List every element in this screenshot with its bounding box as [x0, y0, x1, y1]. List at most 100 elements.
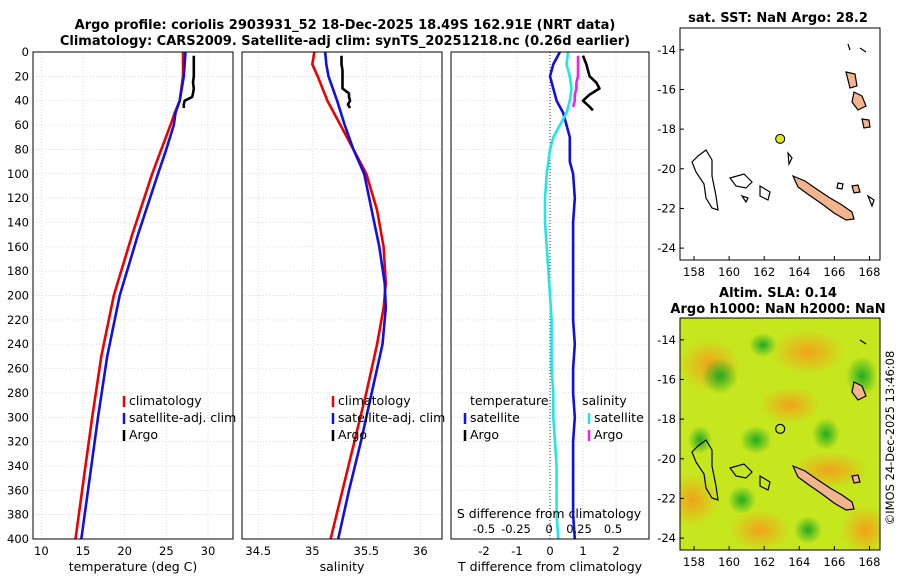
sla-low-anomaly — [794, 516, 822, 544]
x-tick-label: -2 — [478, 544, 489, 558]
sst-map-ticks: -14 -16 -18 -20 -22 -24 158 160 162 164 166 168 — [657, 43, 880, 279]
new-caledonia-land — [791, 464, 855, 511]
legend-satellite-label: satellite-adj. clim — [129, 410, 236, 425]
depth-tick-label: 320 — [7, 435, 29, 449]
legend-temp-satellite-label: satellite — [470, 410, 520, 425]
lat-tick-label: -22 — [657, 491, 676, 505]
sla-low-anomaly — [702, 358, 738, 394]
lon-tick-label: 162 — [753, 265, 775, 279]
x-tick-label: 0 — [546, 544, 553, 558]
s-tick-label: 0.5 — [604, 522, 622, 536]
depth-tick-label: 260 — [7, 362, 29, 376]
series-line-argo — [182, 55, 196, 108]
sla-low-anomaly — [812, 418, 840, 450]
series-line-salinity-satellite — [543, 51, 573, 540]
sla-high-anomaly — [841, 506, 880, 550]
sla-low-anomaly — [740, 426, 772, 454]
chesterfield-reef — [691, 149, 719, 211]
sla-high-anomaly — [772, 330, 844, 374]
legend-salinity-heading: salinity — [582, 393, 627, 408]
series-line-satellite-adj-clim — [323, 51, 388, 540]
lat-tick-label: -22 — [657, 201, 676, 215]
s-difference-label: S difference from climatology — [457, 506, 642, 521]
legend-temp-argo-label: Argo — [470, 427, 499, 442]
figure-title-line1: Argo profile: coriolis 2903931_52 18-Dec… — [75, 18, 616, 33]
x-tick-label: 2 — [612, 544, 619, 558]
depth-tick-label: 100 — [7, 167, 29, 181]
reef-outline — [847, 43, 851, 51]
s-tick-label: 0.25 — [566, 522, 592, 536]
argo-float-marker — [775, 133, 786, 144]
sla-map — [679, 317, 881, 551]
lon-tick-label: 162 — [753, 555, 775, 569]
depth-tick-label: 340 — [7, 459, 29, 473]
series-line-climatology — [310, 51, 388, 540]
vanuatu-island — [861, 118, 871, 129]
depth-tick-label: 380 — [7, 508, 29, 522]
sla-map-frame — [679, 317, 881, 551]
x-axis-label: salinity — [320, 559, 365, 574]
legend-climatology-label: climatology — [338, 393, 411, 408]
series-line-satellite-adj-clim — [80, 51, 187, 540]
sla-low-anomaly — [728, 486, 756, 514]
x-tick-label: 1 — [579, 544, 586, 558]
depth-tick-label: 0 — [22, 45, 29, 59]
depth-tick-label: 180 — [7, 264, 29, 278]
legend-satellite-label: satellite-adj. clim — [338, 410, 445, 425]
argo-float-marker — [775, 423, 786, 434]
depth-tick-label: 40 — [14, 94, 29, 108]
depth-tick-label: 80 — [14, 142, 29, 156]
reef-outline — [759, 474, 771, 491]
sla-map-ticks: -14 -16 -18 -20 -22 -24 158 160 162 164 166 168 — [657, 333, 880, 569]
legend-sal-argo-label: Argo — [594, 427, 623, 442]
sla-map-title-line2: Argo h1000: NaN h2000: NaN — [670, 302, 885, 317]
s-difference-ticks: -0.5 -0.25 0 0.25 0.5 — [473, 522, 622, 536]
lon-tick-label: 158 — [683, 265, 705, 279]
lat-tick-label: -24 — [657, 241, 676, 255]
vanuatu-island — [851, 381, 867, 401]
sst-map-title: sat. SST: NaN Argo: 28.2 — [688, 11, 868, 26]
depth-tick-label: 240 — [7, 337, 29, 351]
reef-outline — [728, 173, 753, 189]
sla-low-anomaly — [688, 426, 712, 454]
lat-tick-label: -20 — [657, 162, 676, 176]
salinity-panel: 34.5 35 35.5 36 salinity — [241, 51, 443, 574]
series-line-temperature-satellite — [548, 51, 577, 540]
depth-tick-label: 140 — [7, 215, 29, 229]
panel-frame — [32, 51, 234, 540]
lon-tick-label: 166 — [823, 265, 845, 279]
lat-tick-label: -14 — [657, 43, 676, 57]
lon-tick-label: 164 — [788, 555, 810, 569]
series-line-temperature-argo — [581, 55, 601, 112]
x-tick-label: 35.5 — [354, 544, 380, 558]
difference-legend: temperature satellite Argo salinity sate… — [463, 393, 644, 442]
x-tick-label: 20 — [117, 544, 132, 558]
lon-tick-label: 160 — [718, 265, 740, 279]
loyalty-island — [851, 474, 861, 484]
legend-climatology-label: climatology — [129, 393, 202, 408]
reef-outline — [859, 339, 867, 345]
series-line-argo — [340, 55, 352, 109]
reef-outline — [859, 47, 867, 53]
chesterfield-reef — [691, 439, 719, 501]
lat-tick-label: -16 — [657, 82, 676, 96]
lon-tick-label: 168 — [858, 555, 880, 569]
panel-frame — [241, 51, 443, 540]
reef-outline — [787, 151, 793, 167]
new-caledonia-land — [791, 174, 855, 221]
sla-high-anomaly — [730, 510, 790, 550]
depth-tick-label: 300 — [7, 410, 29, 424]
reef-outline — [866, 194, 875, 208]
depth-tick-label: 220 — [7, 313, 29, 327]
sla-low-anomaly — [749, 333, 777, 357]
salinity-legend: climatology satellite-adj. clim Argo — [331, 393, 445, 442]
lat-tick-label: -24 — [657, 531, 676, 545]
difference-panel: -2 -1 0 1 2T difference from climatology — [450, 51, 650, 574]
legend-argo-label: Argo — [338, 427, 367, 442]
x-tick-label: 15 — [76, 544, 91, 558]
sst-map-frame — [679, 27, 881, 261]
s-tick-label: 0 — [545, 522, 552, 536]
reef-outline — [759, 184, 771, 201]
lon-tick-label: 160 — [718, 555, 740, 569]
